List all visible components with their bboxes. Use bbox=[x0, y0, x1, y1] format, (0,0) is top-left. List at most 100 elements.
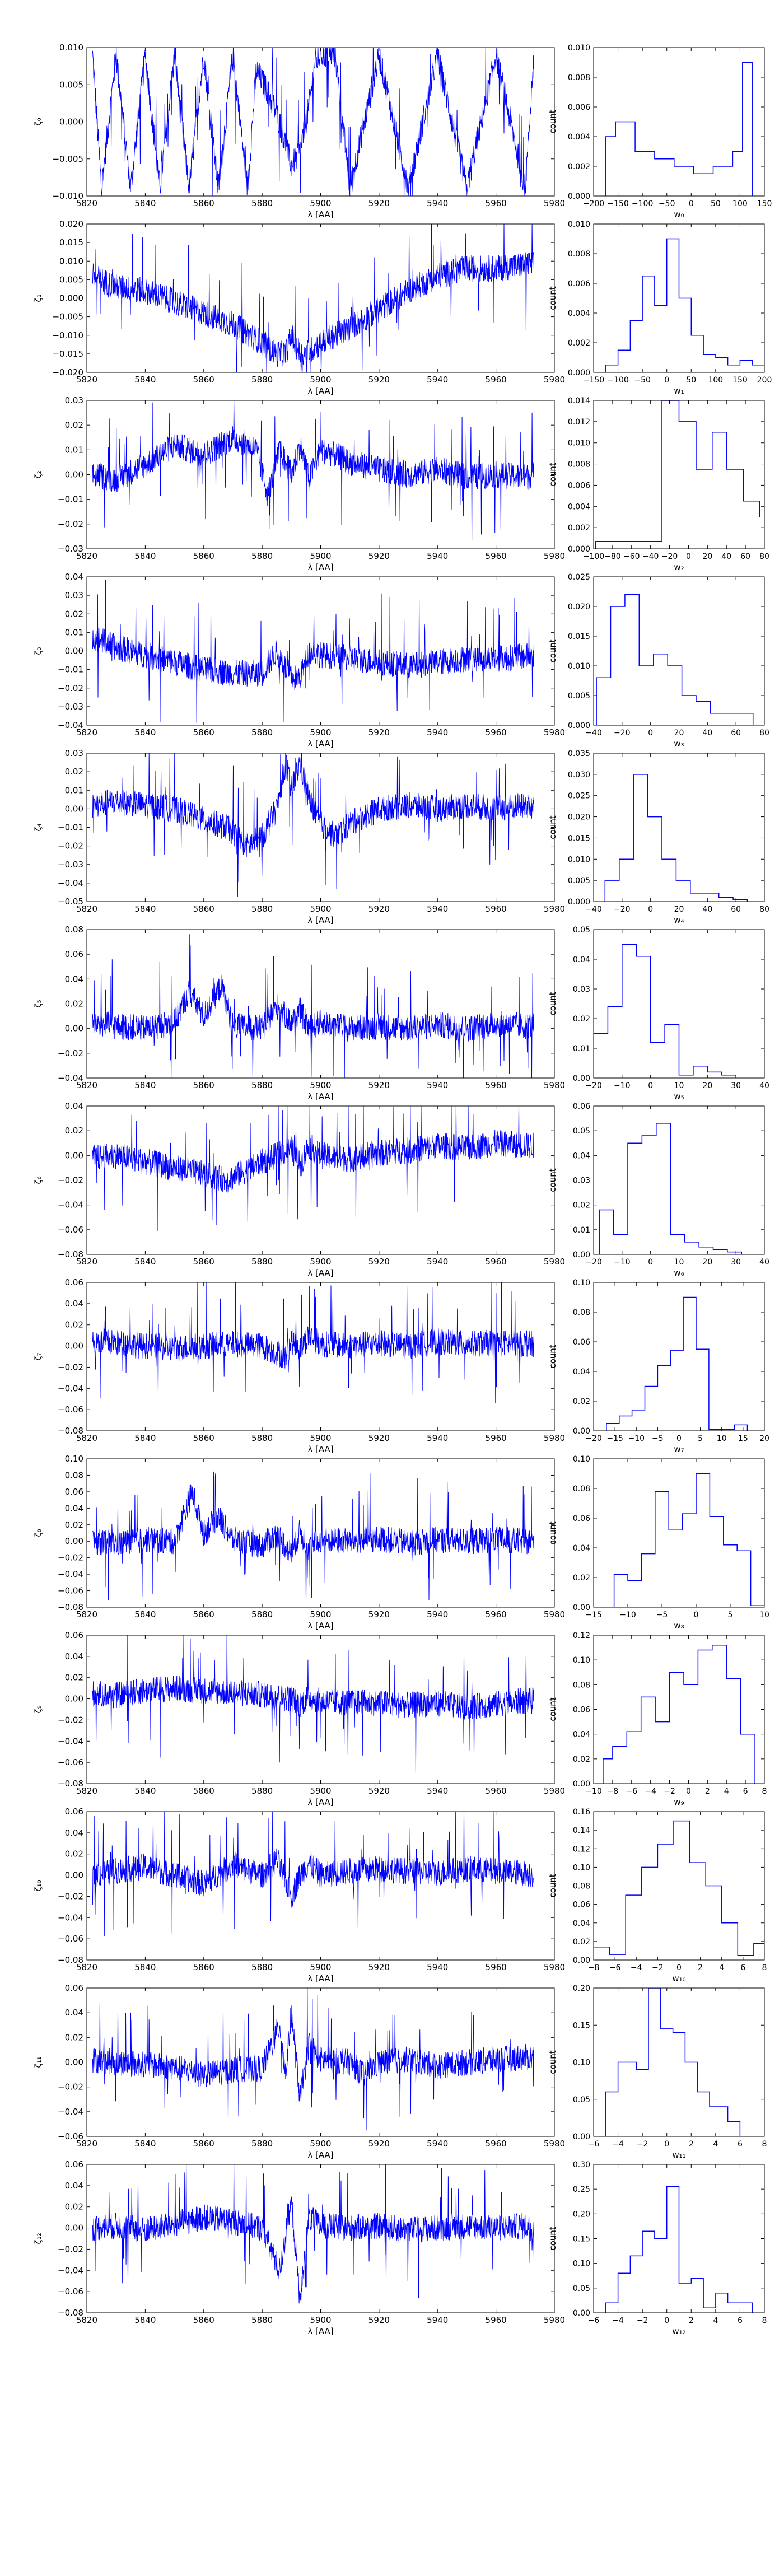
x-tick-label: 5860 bbox=[193, 2139, 214, 2149]
x-tick-label: −8 bbox=[607, 1787, 619, 1796]
axes-frame bbox=[593, 1635, 765, 1784]
y-axis-label: ζ₆ bbox=[33, 1176, 43, 1184]
x-tick-label: 15 bbox=[738, 1434, 748, 1443]
x-tick-label: 5860 bbox=[193, 727, 214, 738]
x-tick-label: 8 bbox=[762, 1963, 767, 1972]
x-tick-label: 40 bbox=[759, 1258, 769, 1267]
y-tick-label: 0.000 bbox=[568, 192, 590, 201]
y-tick-label: 0.08 bbox=[573, 1308, 590, 1317]
x-tick-label: 5920 bbox=[368, 375, 390, 385]
x-tick-label: −40 bbox=[585, 905, 602, 914]
x-tick-label: 20 bbox=[674, 729, 684, 738]
axes-frame bbox=[86, 47, 555, 197]
y-tick-label: 0.08 bbox=[65, 1470, 83, 1480]
x-tick-label: 5880 bbox=[251, 1257, 273, 1267]
y-tick-label: −0.02 bbox=[58, 2244, 83, 2254]
y-tick-label: 0.02 bbox=[573, 1201, 590, 1210]
y-tick-label: 0.035 bbox=[568, 749, 590, 758]
y-tick-label: 0.010 bbox=[568, 44, 590, 53]
y-tick-label: 0.20 bbox=[573, 2210, 590, 2219]
spectrum-panel-9: 5820 5840 5860 5880 5900 5920 5940 5960 5980 −0.0… bbox=[33, 1630, 565, 1807]
x-tick-label: 0 bbox=[689, 199, 694, 208]
y-tick-label: 0.06 bbox=[65, 1807, 83, 1817]
y-tick-label: 0.02 bbox=[65, 2032, 83, 2042]
spectrum-line bbox=[92, 580, 534, 723]
y-tick-label: 0.01 bbox=[65, 445, 83, 455]
y-tick-label: −0.02 bbox=[58, 519, 83, 529]
x-tick-label: 5840 bbox=[134, 1609, 156, 1620]
y-tick-label: 0.00 bbox=[65, 2057, 83, 2068]
x-tick-label: 5820 bbox=[76, 1962, 97, 1972]
y-tick-label: 0.06 bbox=[65, 1487, 83, 1497]
x-axis-label: w₆ bbox=[674, 1268, 684, 1278]
y-tick-label: 0.00 bbox=[65, 1536, 83, 1546]
y-tick-label: 0.06 bbox=[573, 1706, 590, 1715]
y-axis-label: ζ₃ bbox=[33, 647, 43, 655]
x-tick-label: 5900 bbox=[310, 1609, 331, 1620]
y-tick-label: −0.06 bbox=[58, 1586, 83, 1596]
x-tick-label: 8 bbox=[762, 2140, 767, 2149]
y-tick-label: 0.004 bbox=[568, 133, 590, 142]
x-tick-label: 5820 bbox=[76, 375, 97, 385]
x-tick-label: 5880 bbox=[251, 1786, 273, 1796]
histogram-panel-10: −8 −6 −4 −2 0 2 4 6 8 0.00 0.02 0.04 0.06 0.08 0.10 0.1… bbox=[548, 1808, 767, 1984]
x-tick-label: 80 bbox=[759, 552, 769, 561]
y-tick-label: 0.02 bbox=[573, 1938, 590, 1947]
x-tick-label: 5940 bbox=[427, 904, 448, 914]
histogram-steps bbox=[594, 944, 736, 1078]
y-axis-label: count bbox=[548, 1345, 558, 1368]
y-tick-label: −0.015 bbox=[52, 349, 83, 359]
y-tick-label: 0.10 bbox=[573, 2260, 590, 2269]
x-tick-label: 6 bbox=[740, 1963, 745, 1972]
y-tick-label: −0.010 bbox=[52, 330, 83, 340]
y-tick-label: 0.00 bbox=[573, 1250, 590, 1259]
y-tick-label: 0.000 bbox=[568, 368, 590, 377]
x-tick-label: 4 bbox=[713, 2140, 718, 2149]
y-tick-label: 0.08 bbox=[573, 1485, 590, 1494]
x-tick-label: −15 bbox=[606, 1434, 623, 1443]
x-tick-label: −4 bbox=[612, 2316, 624, 2325]
y-tick-label: 0.00 bbox=[573, 1603, 590, 1612]
x-tick-label: 5980 bbox=[544, 2139, 565, 2149]
x-tick-label: 5860 bbox=[193, 1080, 214, 1090]
spectrum-panel-6: 5820 5840 5860 5880 5900 5920 5940 5960 5980 −0.0… bbox=[33, 1101, 565, 1278]
x-tick-label: 5840 bbox=[134, 1786, 156, 1796]
x-tick-label: 20 bbox=[759, 1434, 769, 1443]
y-tick-label: −0.04 bbox=[58, 1736, 83, 1746]
y-tick-label: 0.010 bbox=[568, 855, 590, 864]
y-tick-label: 0.02 bbox=[65, 1673, 83, 1683]
y-tick-label: −0.01 bbox=[58, 665, 83, 675]
y-tick-label: 0.015 bbox=[568, 834, 590, 843]
histogram-panel-5: −20 −10 0 10 20 30 40 0.00 0.01 0.02 0.03 0.04 0.05 w… bbox=[548, 926, 769, 1102]
y-tick-label: 0.010 bbox=[568, 662, 590, 671]
x-tick-label: 5980 bbox=[544, 375, 565, 385]
y-tick-label: 0.010 bbox=[59, 43, 83, 53]
axes-frame bbox=[86, 753, 555, 902]
x-tick-label: 0 bbox=[686, 1787, 691, 1796]
x-tick-label: 5900 bbox=[310, 727, 331, 738]
histogram-steps bbox=[605, 1988, 753, 2136]
x-tick-label: −60 bbox=[623, 552, 640, 561]
x-tick-label: 5880 bbox=[251, 198, 273, 208]
x-tick-label: −40 bbox=[585, 729, 602, 738]
x-tick-label: 5900 bbox=[310, 904, 331, 914]
y-tick-label: 0.03 bbox=[573, 1177, 590, 1186]
x-tick-label: 20 bbox=[702, 1081, 712, 1090]
y-axis-label: count bbox=[548, 1521, 558, 1544]
y-tick-label: 0.01 bbox=[65, 785, 83, 795]
y-tick-label: 0.005 bbox=[568, 876, 590, 885]
x-tick-label: 5960 bbox=[486, 1257, 507, 1267]
x-tick-label: 5880 bbox=[251, 1609, 273, 1620]
x-tick-label: 40 bbox=[759, 1081, 769, 1090]
histogram-steps bbox=[605, 238, 764, 372]
x-tick-label: 5820 bbox=[76, 198, 97, 208]
y-tick-label: −0.04 bbox=[58, 1383, 83, 1393]
x-tick-label: 5840 bbox=[134, 551, 156, 561]
histogram-panel-6: −20 −10 0 10 20 30 40 0.00 0.01 0.02 0.03 0.04 0.05 0… bbox=[548, 1102, 769, 1278]
x-axis-label: λ [AA] bbox=[307, 1268, 333, 1278]
x-tick-label: −100 bbox=[583, 552, 604, 561]
x-tick-label: −50 bbox=[634, 376, 651, 385]
y-tick-label: 0.04 bbox=[65, 1503, 83, 1513]
y-tick-label: 0.25 bbox=[573, 2185, 590, 2194]
y-tick-label: −0.08 bbox=[58, 1779, 83, 1789]
